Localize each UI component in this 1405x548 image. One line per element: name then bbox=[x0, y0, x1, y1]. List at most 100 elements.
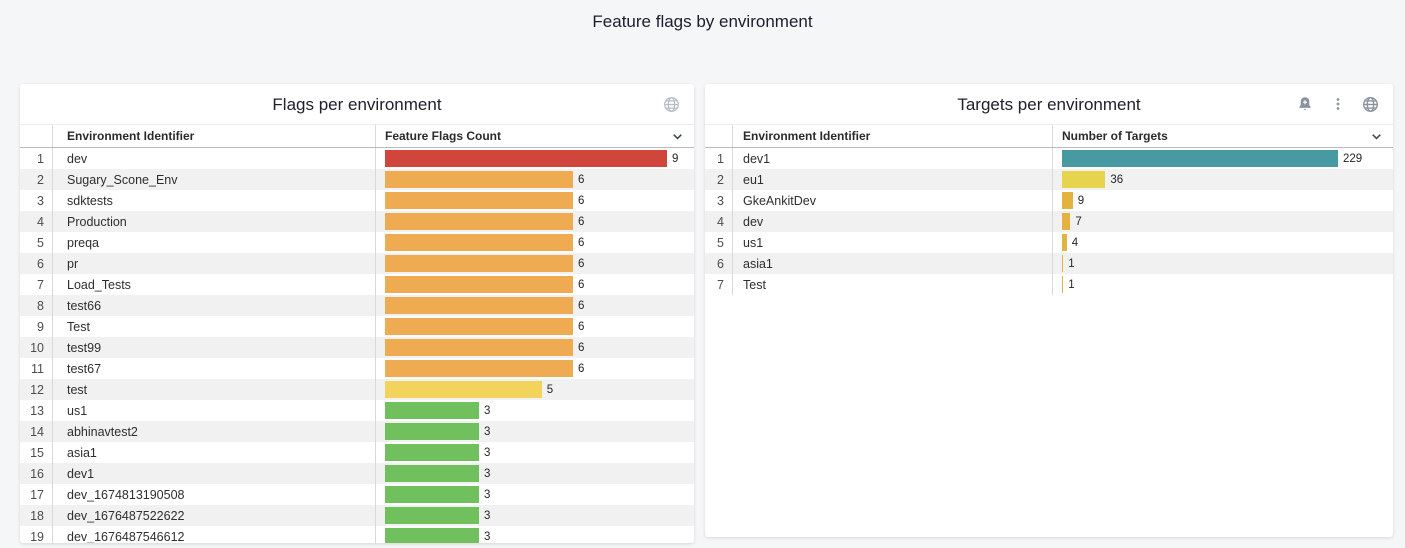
panel-targets-per-environment: Targets per environment Environment Iden… bbox=[705, 84, 1393, 537]
panel-header: Targets per environment bbox=[705, 84, 1393, 124]
bar-value-label: 229 bbox=[1343, 152, 1363, 165]
row-environment-name: Sugary_Scone_Env bbox=[53, 169, 376, 190]
bar-value-label: 6 bbox=[578, 341, 585, 354]
row-bar-cell: 3 bbox=[376, 484, 694, 505]
bar-value-label: 6 bbox=[578, 194, 585, 207]
panel-icons bbox=[663, 84, 680, 124]
row-environment-name: sdktests bbox=[53, 190, 376, 211]
row-bar-cell: 6 bbox=[376, 190, 694, 211]
value-bar bbox=[1062, 276, 1064, 293]
row-rank: 5 bbox=[705, 232, 733, 253]
row-bar-cell: 9 bbox=[1053, 190, 1393, 211]
value-bar bbox=[385, 171, 573, 188]
kebab-menu-icon[interactable] bbox=[1329, 96, 1346, 113]
panel-title: Targets per environment bbox=[957, 95, 1141, 114]
row-rank: 17 bbox=[20, 484, 53, 505]
row-environment-name: dev_1676487522622 bbox=[53, 505, 376, 526]
row-rank: 3 bbox=[705, 190, 733, 211]
bar-value-label: 3 bbox=[484, 530, 491, 543]
row-rank: 1 bbox=[705, 148, 733, 169]
bar-value-label: 1 bbox=[1068, 257, 1075, 270]
row-bar-cell: 3 bbox=[376, 526, 694, 543]
globe-icon[interactable] bbox=[1362, 96, 1379, 113]
panel-title: Flags per environment bbox=[272, 95, 442, 114]
row-rank: 9 bbox=[20, 316, 53, 337]
row-environment-name: pr bbox=[53, 253, 376, 274]
value-bar bbox=[1062, 213, 1071, 230]
value-bar bbox=[385, 465, 479, 482]
row-bar-cell: 3 bbox=[376, 505, 694, 526]
row-rank: 16 bbox=[20, 463, 53, 484]
column-header-environment-identifier[interactable]: Environment Identifier bbox=[53, 125, 376, 147]
row-rank: 4 bbox=[20, 211, 53, 232]
table-row: 15 asia1 3 bbox=[20, 442, 694, 463]
table-row: 1 dev1 229 bbox=[705, 148, 1393, 169]
row-rank: 6 bbox=[20, 253, 53, 274]
table-row: 1 dev 9 bbox=[20, 148, 694, 169]
table-header-row: Environment Identifier Feature Flags Cou… bbox=[20, 124, 694, 148]
bar-value-label: 6 bbox=[578, 257, 585, 270]
row-bar-cell: 3 bbox=[376, 421, 694, 442]
bar-value-label: 6 bbox=[578, 278, 585, 291]
row-bar-cell: 3 bbox=[376, 442, 694, 463]
row-bar-cell: 6 bbox=[376, 316, 694, 337]
bar-value-label: 6 bbox=[578, 236, 585, 249]
row-rank: 2 bbox=[705, 169, 733, 190]
row-rank: 2 bbox=[20, 169, 53, 190]
row-bar-cell: 1 bbox=[1053, 253, 1393, 274]
table-row: 13 us1 3 bbox=[20, 400, 694, 421]
table-row: 7 Load_Tests 6 bbox=[20, 274, 694, 295]
row-rank: 5 bbox=[20, 232, 53, 253]
row-bar-cell: 6 bbox=[376, 274, 694, 295]
bar-value-label: 6 bbox=[578, 215, 585, 228]
bar-value-label: 3 bbox=[484, 467, 491, 480]
value-bar bbox=[385, 276, 573, 293]
bar-value-label: 1 bbox=[1068, 278, 1075, 291]
rank-column-header bbox=[20, 125, 53, 147]
table-row: 14 abhinavtest2 3 bbox=[20, 421, 694, 442]
table-row: 4 Production 6 bbox=[20, 211, 694, 232]
page-title: Feature flags by environment bbox=[592, 12, 813, 31]
table-row: 6 pr 6 bbox=[20, 253, 694, 274]
row-environment-name: test99 bbox=[53, 337, 376, 358]
chevron-down-icon[interactable] bbox=[671, 130, 684, 146]
globe-icon[interactable] bbox=[663, 96, 680, 113]
row-environment-name: asia1 bbox=[733, 253, 1053, 274]
value-bar bbox=[1062, 234, 1067, 251]
table-row: 3 sdktests 6 bbox=[20, 190, 694, 211]
table-row: 5 us1 4 bbox=[705, 232, 1393, 253]
value-bar bbox=[385, 255, 573, 272]
bar-value-label: 3 bbox=[484, 488, 491, 501]
table-row: 2 Sugary_Scone_Env 6 bbox=[20, 169, 694, 190]
row-bar-cell: 4 bbox=[1053, 232, 1393, 253]
row-bar-cell: 6 bbox=[376, 232, 694, 253]
column-header-feature-flags-count[interactable]: Feature Flags Count bbox=[385, 129, 502, 143]
row-rank: 3 bbox=[20, 190, 53, 211]
bell-plus-icon[interactable] bbox=[1296, 96, 1313, 113]
table-body: 1 dev1 229 2 eu1 36 3 GkeAnkitDev 9 4 dev 7 5 us1 4 6 as… bbox=[705, 148, 1393, 295]
table-row: 9 Test 6 bbox=[20, 316, 694, 337]
panel-icons bbox=[1296, 84, 1379, 124]
bar-value-label: 3 bbox=[484, 509, 491, 522]
row-environment-name: test66 bbox=[53, 295, 376, 316]
column-header-number-of-targets[interactable]: Number of Targets bbox=[1062, 129, 1168, 143]
value-bar bbox=[385, 381, 542, 398]
row-rank: 4 bbox=[705, 211, 733, 232]
chevron-down-icon[interactable] bbox=[1370, 130, 1383, 146]
bar-value-label: 3 bbox=[484, 425, 491, 438]
value-bar bbox=[1062, 192, 1073, 209]
row-rank: 6 bbox=[705, 253, 733, 274]
table-row: 2 eu1 36 bbox=[705, 169, 1393, 190]
value-bar bbox=[385, 486, 479, 503]
table-header-row: Environment Identifier Number of Targets bbox=[705, 124, 1393, 148]
row-rank: 7 bbox=[705, 274, 733, 295]
row-environment-name: dev bbox=[53, 148, 376, 169]
column-header-environment-identifier[interactable]: Environment Identifier bbox=[733, 125, 1053, 147]
table-row: 4 dev 7 bbox=[705, 211, 1393, 232]
row-bar-cell: 6 bbox=[376, 337, 694, 358]
row-rank: 7 bbox=[20, 274, 53, 295]
row-environment-name: asia1 bbox=[53, 442, 376, 463]
row-rank: 10 bbox=[20, 337, 53, 358]
row-rank: 8 bbox=[20, 295, 53, 316]
row-environment-name: dev_1674813190508 bbox=[53, 484, 376, 505]
